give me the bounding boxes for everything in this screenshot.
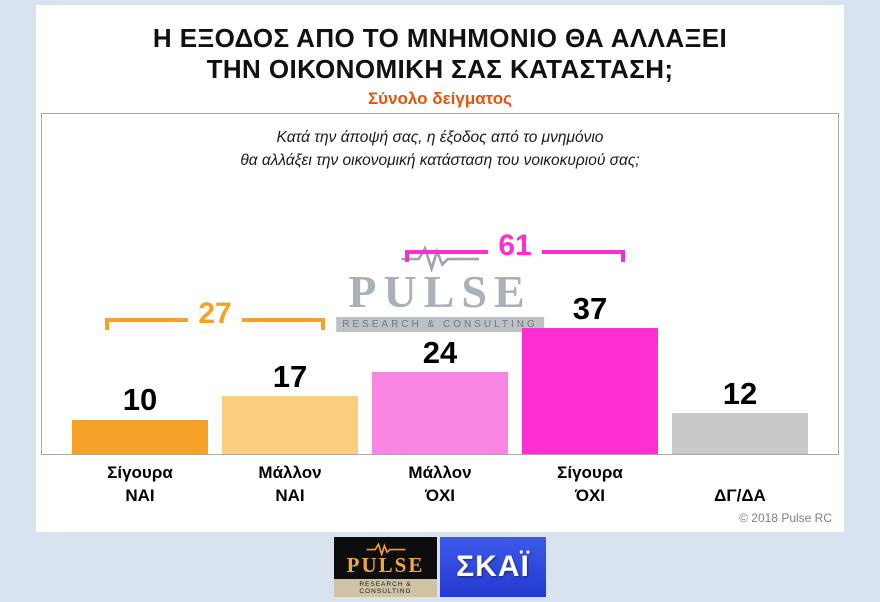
watermark-name: PULSE: [348, 266, 532, 317]
group-bracket: 27: [105, 297, 325, 331]
bar-value-label: 24: [422, 334, 458, 370]
bar: [72, 420, 208, 454]
bar-value-label: 17: [272, 358, 308, 394]
group-bracket: 61: [405, 229, 625, 263]
bar-column: 37: [522, 290, 658, 454]
category-label: ΔΓ/ΔΑ: [714, 485, 766, 505]
pulse-logo-name: PULSE: [346, 553, 425, 577]
bracket-line: [105, 318, 189, 331]
bracket-line: [405, 250, 489, 263]
skai-logo: ΣΚΑΪ: [440, 537, 546, 597]
pulse-logo-tagline: RESEARCH & CONSULTING: [334, 579, 437, 597]
bracket-line: [541, 250, 625, 263]
chart-subtitle: Σύνολο δείγματος: [367, 89, 513, 109]
footer-logos: PULSE RESEARCH & CONSULTING ΣΚΑΪ: [0, 537, 880, 597]
bars-row: 10 17 24 37 12: [42, 290, 838, 454]
bracket-line: [241, 318, 325, 331]
pulse-logo: PULSE RESEARCH & CONSULTING: [334, 537, 437, 597]
page-title: Η ΕΞΟΔΟΣ ΑΠΟ ΤΟ ΜΝΗΜΟΝΙΟ ΘΑ ΑΛΛΑΞΕΙ ΤΗΝ …: [152, 23, 728, 85]
watermark-tagline: RESEARCH & CONSULTING: [336, 317, 544, 333]
pulse-watermark: PULSE RESEARCH & CONSULTING: [336, 244, 544, 333]
bar-value-label: 12: [722, 375, 758, 411]
category-labels-row: Σίγουρα ΝΑΙ Μάλλον ΝΑΙ Μάλλον ΌΧΙ Σίγουρα Ό…: [41, 462, 839, 508]
category-label: Μάλλον ΌΧΙ: [408, 463, 472, 505]
bar-value-label: 10: [122, 382, 158, 418]
waveform-icon: [366, 542, 405, 556]
category-label: Σίγουρα ΝΑΙ: [107, 463, 173, 505]
group-bracket-label: 27: [198, 297, 232, 331]
category-label: Σίγουρα ΌΧΙ: [557, 463, 623, 505]
question-text: Κατά την άποψή σας, η έξοδος από το μνημ…: [240, 129, 640, 170]
group-bracket-label: 61: [498, 229, 532, 263]
chart-panel: Η ΕΞΟΔΟΣ ΑΠΟ ΤΟ ΜΝΗΜΟΝΙΟ ΘΑ ΑΛΛΑΞΕΙ ΤΗΝ …: [36, 5, 844, 532]
bar-column: 17: [222, 358, 358, 454]
bar-column: 12: [672, 375, 808, 454]
bar: [522, 328, 658, 454]
bar: [372, 372, 508, 454]
bar-value-label: 37: [572, 290, 608, 326]
skai-logo-name: ΣΚΑΪ: [456, 550, 530, 583]
bar: [222, 396, 358, 454]
copyright-text: © 2018 Pulse RC: [739, 511, 832, 525]
category-label: Μάλλον ΝΑΙ: [258, 463, 322, 505]
bar: [672, 413, 808, 454]
plot-area: Κατά την άποψή σας, η έξοδος από το μνημ…: [41, 113, 839, 455]
bar-column: 10: [72, 384, 208, 454]
waveform-icon: [401, 245, 479, 272]
bar-column: 24: [372, 334, 508, 454]
